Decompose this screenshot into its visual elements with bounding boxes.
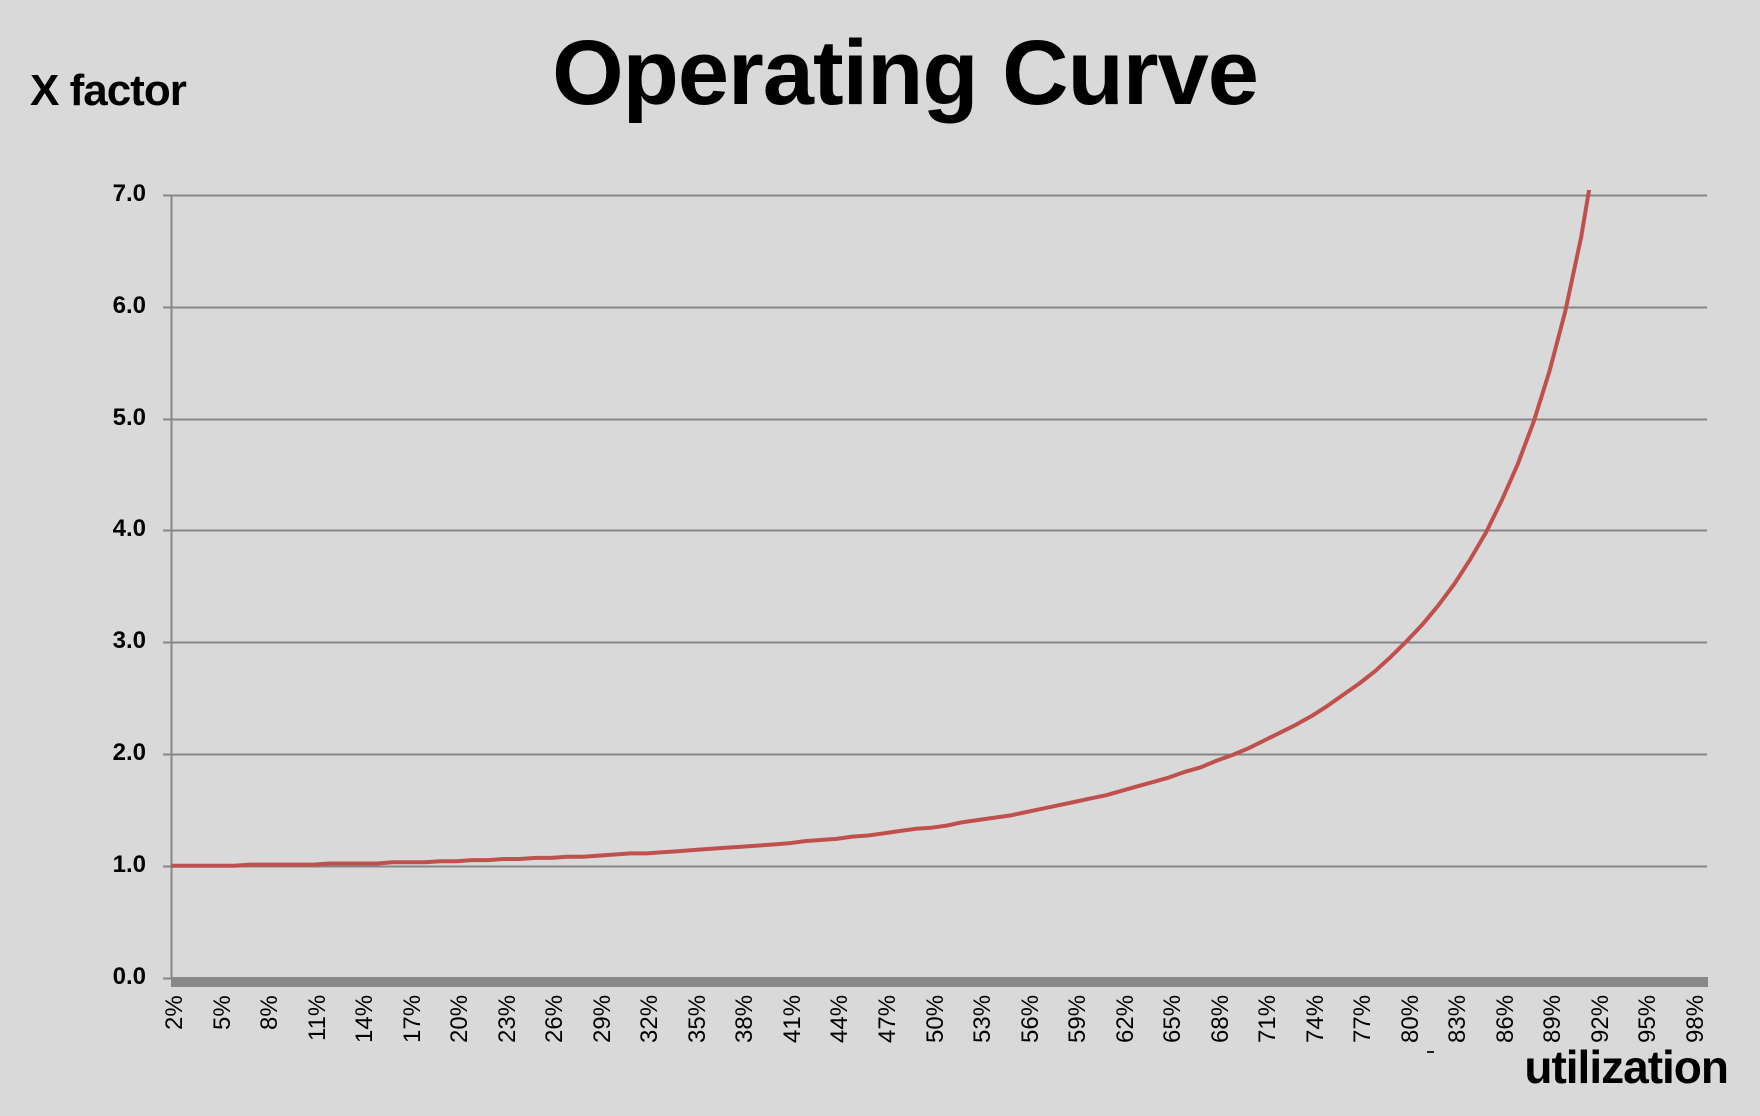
x-tick-label: 98% [1682,995,1709,1044]
y-tick-label: 0.0 [112,962,146,990]
x-tick-label: 29% [588,995,616,1044]
x-tick-label: 14% [351,995,379,1044]
x-tick-label: 71% [1254,995,1282,1044]
x-tick-label: 20% [446,995,474,1044]
y-axis-title: X factor [30,66,187,115]
x-tick-label: 44% [826,995,854,1044]
x-tick-label: 74% [1301,995,1329,1044]
chart-title: Operating Curve [552,22,1259,124]
series-line [171,190,1592,868]
y-tick-label: 2.0 [112,738,146,766]
stray-mark [1427,1051,1434,1053]
y-tick-label: 4.0 [112,515,146,543]
x-tick-label: 92% [1586,995,1614,1044]
x-tick-label: 62% [1111,995,1139,1044]
x-tick-label: 47% [873,995,901,1044]
x-tick-label: 50% [921,995,949,1044]
x-tick-label: 5% [208,995,236,1030]
x-tick-label: 80% [1396,995,1424,1044]
x-axis-title: utilization [1524,1041,1729,1093]
x-tick-label: 95% [1634,995,1662,1044]
x-tick-label: 38% [731,995,759,1044]
x-tick-label: 83% [1444,995,1472,1044]
x-tick-label: 53% [969,995,997,1044]
x-tick-label: 2% [161,995,188,1030]
x-tick-label: 56% [1016,995,1044,1044]
y-tick-label: 3.0 [112,627,146,655]
gridlines [163,194,1707,980]
y-tick-label: 5.0 [112,403,146,431]
x-tick-label: 86% [1491,995,1519,1044]
x-tick-label: 77% [1349,995,1377,1044]
x-tick-label: 8% [256,995,284,1030]
x-tick-label: 26% [541,995,569,1044]
y-tick-label: 7.0 [112,179,146,207]
x-tick-label: 32% [636,995,664,1044]
x-tick-label: 17% [398,995,426,1044]
x-tick-label: 41% [778,995,806,1044]
x-tick-label: 65% [1159,995,1187,1044]
y-tick-label: 6.0 [112,291,146,319]
x-tick-label: 11% [303,995,331,1042]
x-tick-label: 59% [1064,995,1092,1044]
x-axis-bar [171,977,1708,987]
x-tick-label: 35% [683,995,711,1044]
x-tick-label: 89% [1539,995,1567,1044]
x-tick-label: 68% [1206,995,1234,1044]
y-tick-label: 1.0 [112,850,146,878]
x-tick-label: 23% [493,995,521,1044]
